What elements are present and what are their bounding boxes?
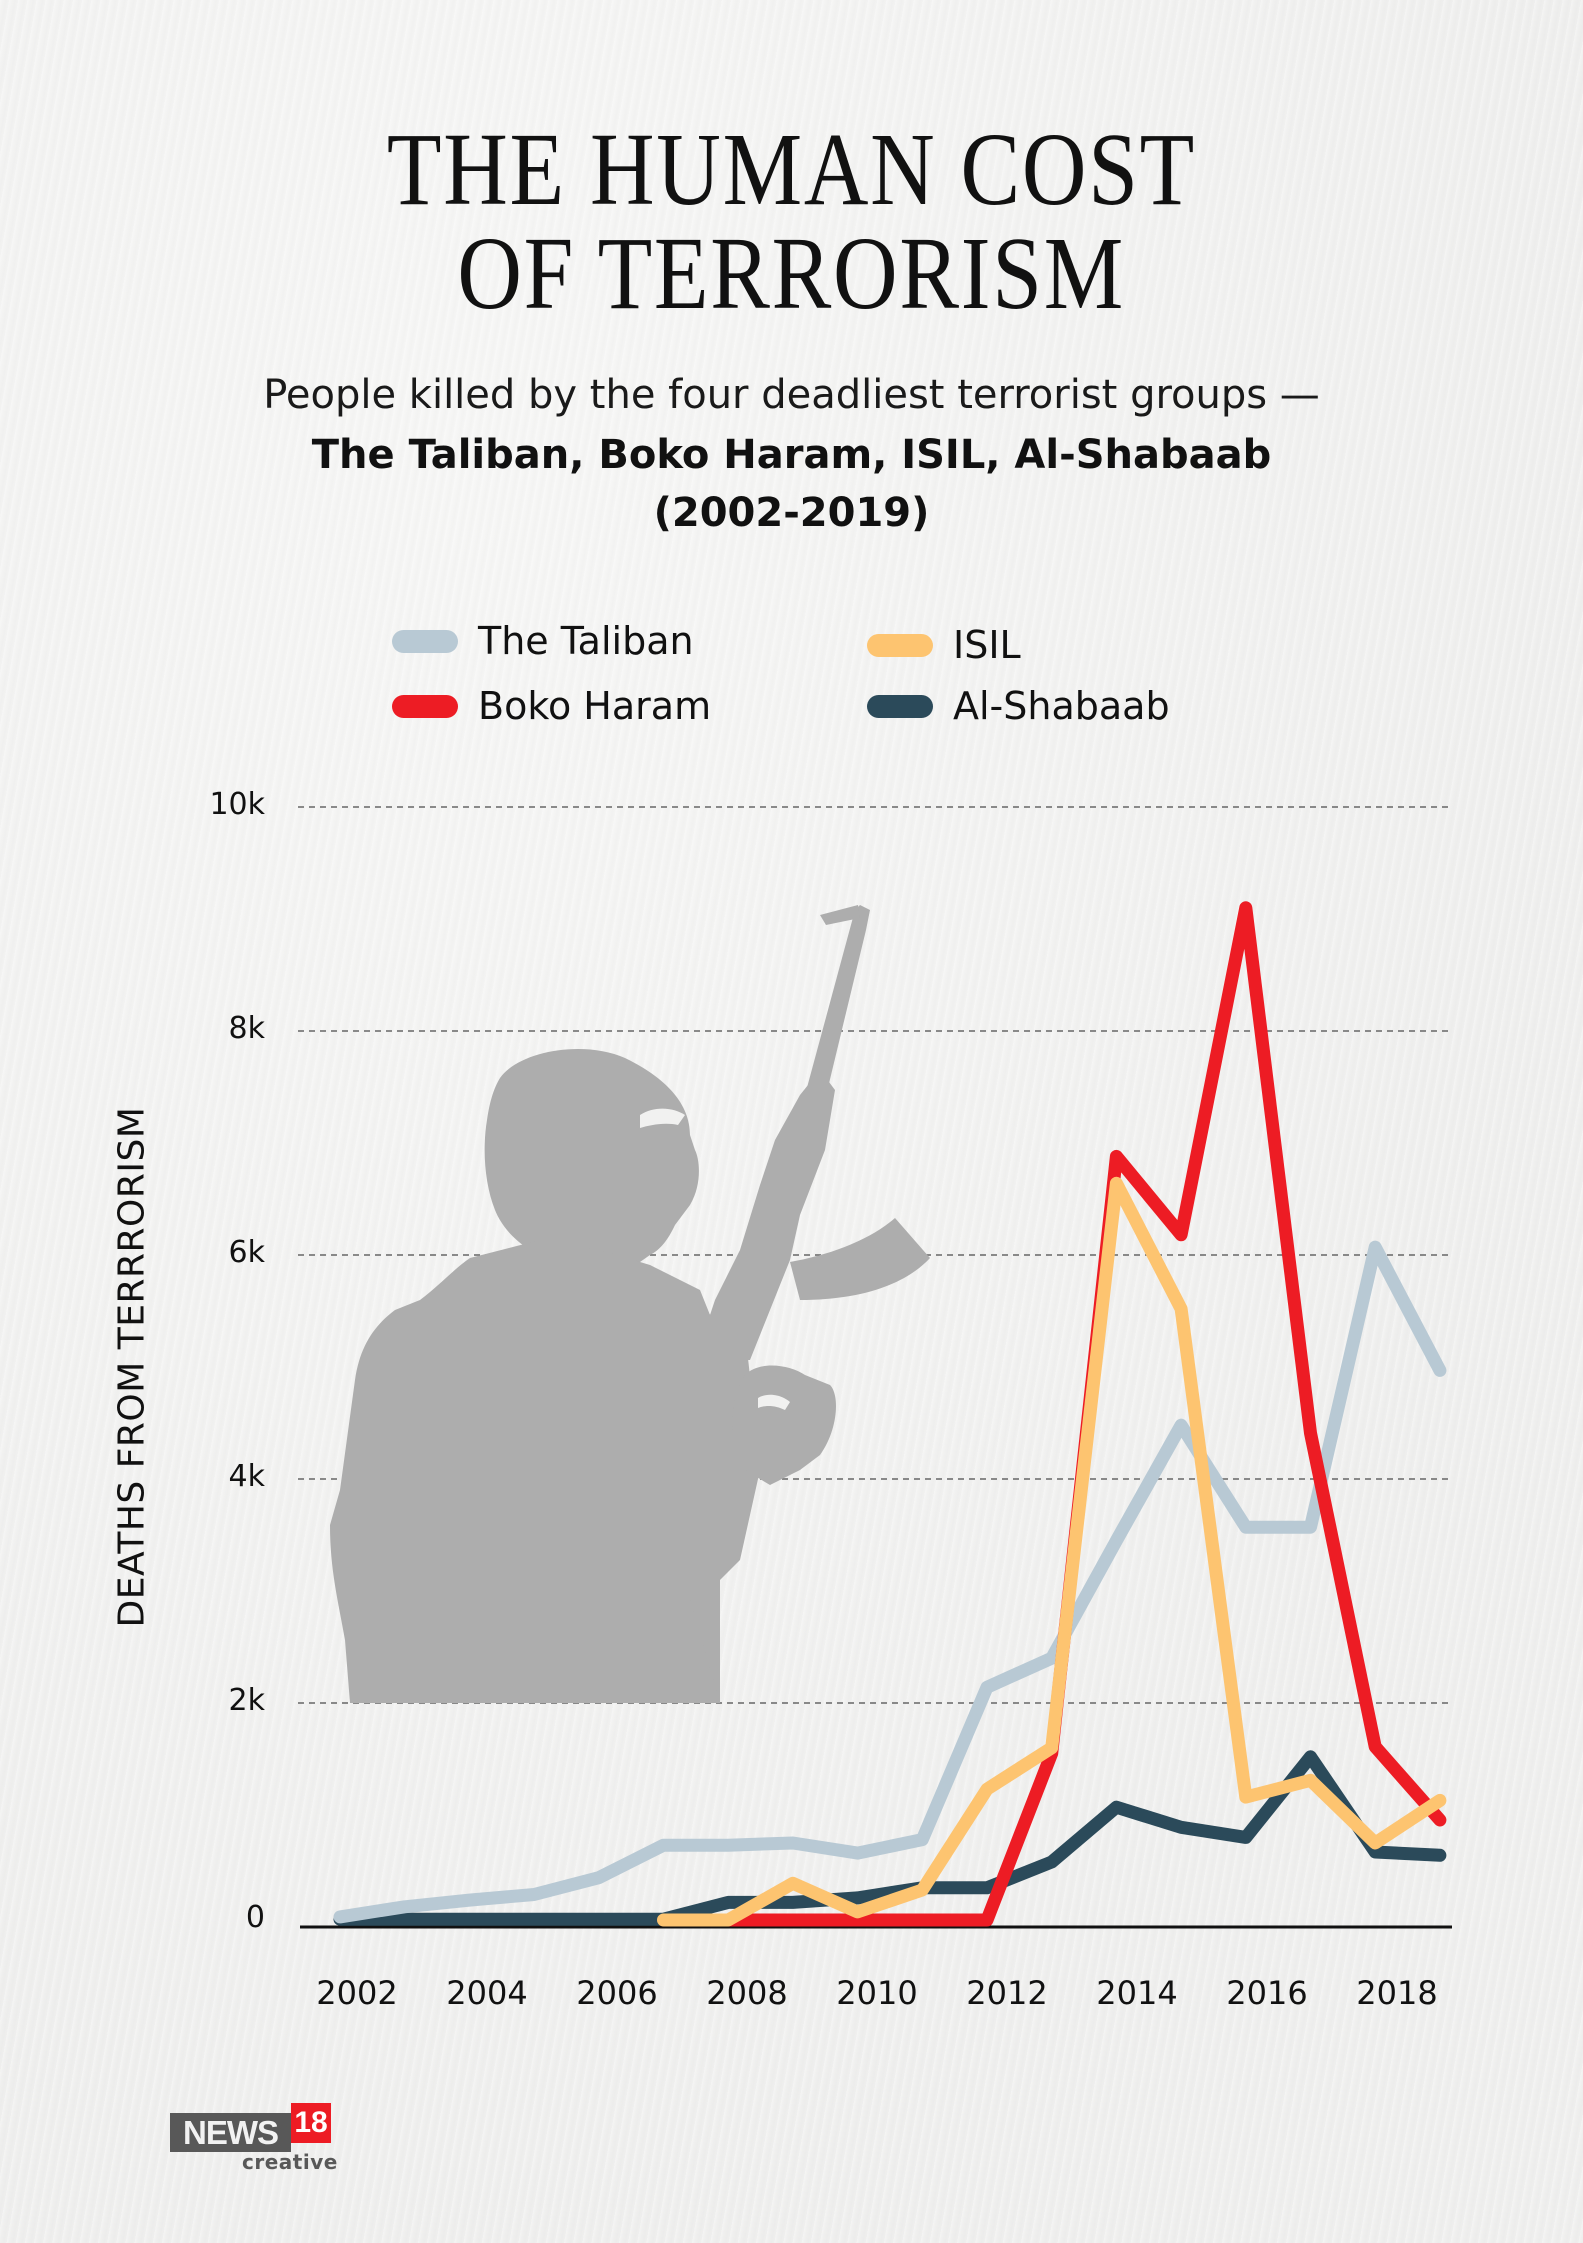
legend-item-isil: ISIL bbox=[867, 623, 1021, 667]
y-tick-label: 4k bbox=[228, 1459, 265, 1494]
news18-creative-logo: NEWS 18 creative bbox=[170, 2103, 340, 2178]
x-tick-label: 2004 bbox=[446, 1974, 528, 2012]
y-tick-label: 10k bbox=[209, 787, 265, 822]
y-tick-label: 2k bbox=[228, 1683, 265, 1718]
legend-swatch-isil bbox=[867, 633, 933, 657]
legend-swatch-boko-haram bbox=[392, 694, 458, 718]
armed-militant-silhouette-icon bbox=[330, 905, 930, 1703]
legend-label: Boko Haram bbox=[478, 684, 712, 728]
logo-tagline: creative bbox=[242, 2150, 338, 2174]
legend-item-taliban: The Taliban bbox=[392, 619, 694, 663]
legend-label: ISIL bbox=[953, 623, 1021, 667]
subtitle-description: People killed by the four deadliest terr… bbox=[263, 372, 1320, 418]
legend-item-al-shabaab: Al-Shabaab bbox=[867, 684, 1170, 728]
x-tick-label: 2016 bbox=[1226, 1974, 1308, 2012]
page-title-line-1: THE HUMAN COST bbox=[386, 112, 1197, 227]
logo-news-text: NEWS bbox=[170, 2113, 291, 2152]
x-tick-label: 2014 bbox=[1096, 1974, 1178, 2012]
y-tick-label: 8k bbox=[228, 1011, 265, 1046]
legend-swatch-taliban bbox=[392, 629, 458, 653]
series-line-al-shabaab bbox=[333, 1750, 1447, 1926]
x-tick-label: 2002 bbox=[316, 1974, 398, 2012]
page-title-line-2: OF TERRORISM bbox=[457, 216, 1126, 331]
y-tick-label: 0 bbox=[245, 1900, 265, 1935]
legend-item-boko-haram: Boko Haram bbox=[392, 684, 712, 728]
legend-label: The Taliban bbox=[478, 619, 694, 663]
subtitle-period: (2002-2019) bbox=[653, 490, 930, 536]
x-tick-label: 2012 bbox=[966, 1974, 1048, 2012]
subtitle-groups: The Taliban, Boko Haram, ISIL, Al-Shabaa… bbox=[311, 432, 1272, 478]
x-tick-label: 2010 bbox=[836, 1974, 918, 2012]
series-line-the-taliban bbox=[333, 1240, 1447, 1924]
x-tick-label: 2008 bbox=[706, 1974, 788, 2012]
x-tick-label: 2006 bbox=[576, 1974, 658, 2012]
silhouette-highlights bbox=[640, 1108, 790, 1410]
series-layer bbox=[333, 901, 1447, 1927]
x-tick-label: 2018 bbox=[1356, 1974, 1438, 2012]
y-tick-label: 6k bbox=[228, 1235, 265, 1270]
logo-18-badge: 18 bbox=[291, 2103, 331, 2143]
series-line-isil bbox=[657, 1176, 1447, 1927]
legend-swatch-al-shabaab bbox=[867, 694, 933, 718]
legend-label: Al-Shabaab bbox=[953, 684, 1170, 728]
